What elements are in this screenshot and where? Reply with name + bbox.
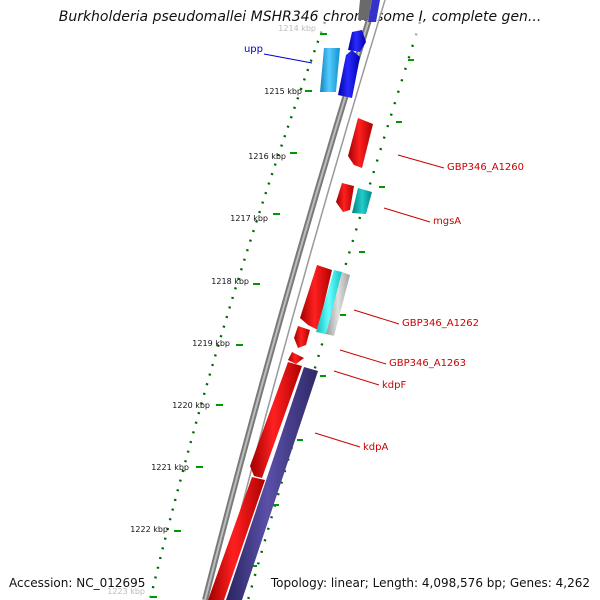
ruler-tick: 1222 kbp (130, 525, 181, 534)
gene-label-GBP346_A1262[interactable]: GBP346_A1262 (353, 309, 479, 329)
gene-GBP346_A1260[interactable] (348, 118, 373, 168)
ruler-tick: 1214 kbp (278, 24, 327, 35)
gene-GBP346_A1262-red[interactable] (300, 265, 332, 330)
ruler-tick-label: 1220 kbp (172, 401, 210, 410)
ruler-tick-label: 1219 kbp (192, 339, 230, 348)
gene-label-text: GBP346_A1263 (389, 358, 466, 369)
gene-GBP346_A1262-cyan[interactable] (316, 270, 342, 334)
ruler-tick: 1215 kbp (264, 87, 312, 96)
gene-label-text: upp (244, 44, 263, 55)
ruler-tick: 1217 kbp (230, 213, 280, 223)
gene-top-blue[interactable] (368, 0, 380, 22)
gene-forward-top[interactable] (348, 30, 366, 52)
gene-label-text: GBP346_A1260 (447, 162, 524, 173)
ruler-tick-label: 1222 kbp (130, 525, 168, 534)
ruler-tick: 1218 kbp (211, 277, 260, 286)
gene-long-red-1[interactable] (250, 362, 302, 478)
gene-label-mgsA[interactable]: mgsA (383, 207, 461, 227)
ruler-tick: 1220 kbp (172, 401, 223, 410)
gene-label-GBP346_A1263[interactable]: GBP346_A1263 (339, 349, 466, 369)
ruler-ticks: 1214 kbp 1215 kbp 1216 kbp 1217 kbp 1218… (107, 24, 327, 598)
gene-mgsA-red[interactable] (336, 183, 354, 212)
gene-kdpA[interactable] (226, 367, 318, 600)
accession-text: Accession: NC_012695 (9, 576, 146, 590)
gene-label-text: kdpA (363, 442, 388, 453)
gene-top-gray[interactable] (358, 0, 372, 20)
page-title: Burkholderia pseudomallei MSHR346 chromo… (58, 9, 542, 25)
gene-label-text: GBP346_A1262 (402, 318, 479, 329)
topology-info-text: Topology: linear; Length: 4,098,576 bp; … (270, 576, 590, 590)
ruler-tick-label: 1215 kbp (264, 87, 302, 96)
gene-long-red-2[interactable] (208, 477, 265, 600)
ruler-tick-label: 1221 kbp (151, 463, 189, 472)
gene-GBP346_A1262-gray[interactable] (326, 272, 350, 336)
ruler-tick-label: 1218 kbp (211, 277, 249, 286)
gene-mgsA[interactable] (352, 188, 372, 214)
ruler-tick-label: 1223 kbp (107, 587, 145, 596)
ruler-tick: 1221 kbp (151, 463, 203, 472)
gene-label-GBP346_A1260[interactable]: GBP346_A1260 (397, 154, 524, 173)
ruler-tick: 1219 kbp (192, 339, 243, 348)
top-fade (200, 22, 460, 38)
gene-upp-light[interactable] (320, 48, 340, 92)
gene-label-text: kdpF (382, 380, 406, 391)
gene-kdpF[interactable] (288, 352, 304, 364)
ruler-tick-label: 1214 kbp (278, 24, 316, 33)
gene-label-text: mgsA (433, 216, 461, 227)
outer-ring-ticks (251, 59, 414, 567)
gene-label-upp[interactable]: upp (244, 44, 313, 64)
ruler-tick: 1216 kbp (248, 152, 297, 161)
ruler-tick-label: 1216 kbp (248, 152, 286, 161)
ruler-tick-label: 1217 kbp (230, 214, 268, 223)
gene-label-kdpF[interactable]: kdpF (333, 370, 406, 391)
gene-upp[interactable] (338, 50, 360, 98)
gene-label-kdpA[interactable]: kdpA (314, 432, 388, 453)
gene-GBP346_A1263[interactable] (294, 326, 310, 348)
ruler-outer-dotted (148, 21, 327, 600)
ruler-tick: 1223 kbp (107, 587, 157, 598)
